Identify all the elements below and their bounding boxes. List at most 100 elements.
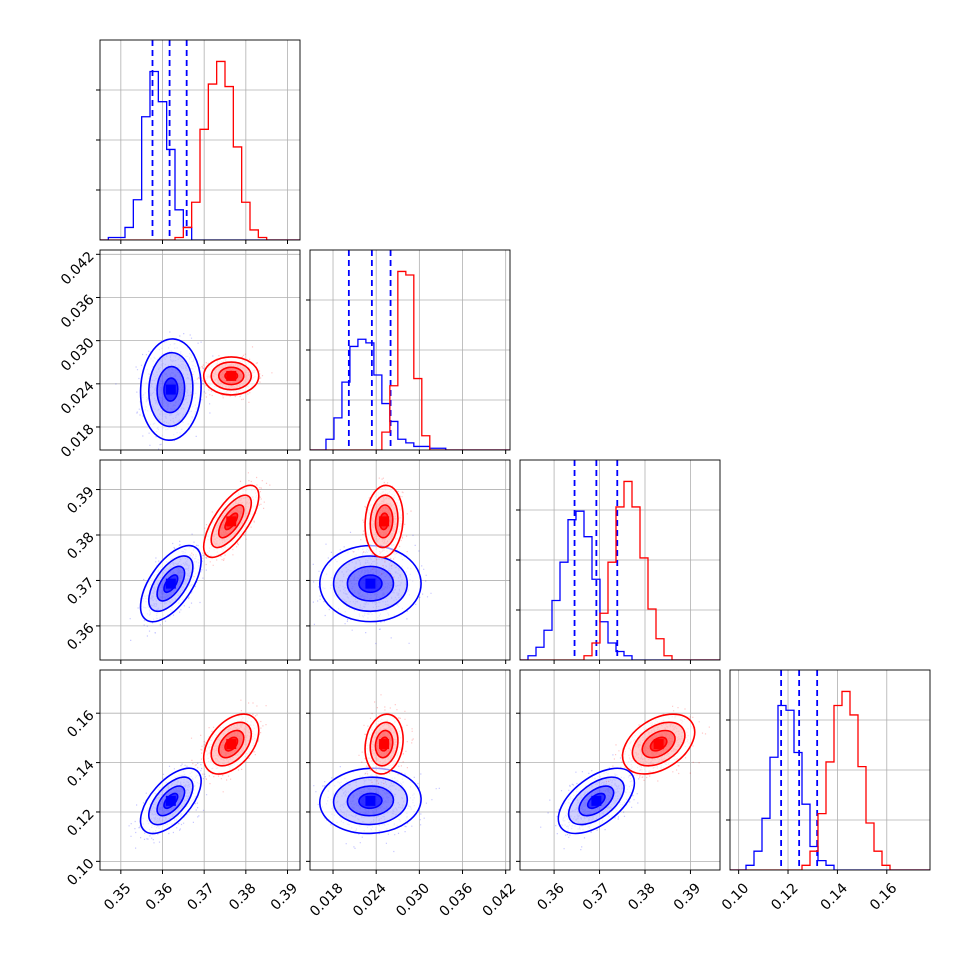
- x-tick-label: 0.36: [534, 880, 567, 913]
- contour-level-red: [364, 484, 404, 559]
- panel-frame: [309, 249, 511, 451]
- density-peak-red: [226, 516, 237, 527]
- panel-frame: [519, 459, 721, 661]
- density-peak-blue: [165, 384, 176, 395]
- panel-frame: [309, 459, 511, 661]
- panel-p2-p1: [306, 459, 511, 664]
- density-blue: [115, 331, 214, 450]
- y-tick-label: 0.16: [64, 707, 97, 740]
- panel-frame: [99, 249, 301, 451]
- panel-content: [100, 670, 300, 870]
- density-red: [191, 346, 273, 403]
- panel-frame: [519, 669, 721, 871]
- density-peak-red: [226, 739, 237, 750]
- panel-content: [100, 460, 300, 660]
- density-peak-red: [653, 739, 664, 750]
- x-tick-label: 0.39: [268, 880, 301, 913]
- density-peak-blue: [365, 795, 376, 806]
- density-peak-blue: [165, 578, 176, 589]
- panel-content: [520, 670, 720, 870]
- y-tick-label: 0.14: [64, 757, 97, 790]
- contour-level-blue: [139, 338, 202, 442]
- x-tick-label: 0.36: [143, 880, 176, 913]
- y-tick-label: 0.036: [58, 292, 98, 332]
- panel-p1-p1: [306, 249, 511, 454]
- y-tick-label: 0.030: [58, 335, 98, 375]
- density-blue: [129, 533, 212, 641]
- density-peak-red: [379, 739, 390, 750]
- contour-level-red: [202, 484, 260, 559]
- density-blue: [310, 531, 432, 645]
- histogram-red-p0: [100, 60, 300, 240]
- histogram-red-p2: [520, 480, 720, 660]
- contour-level-red: [202, 356, 260, 396]
- y-tick-label: 0.024: [58, 378, 98, 418]
- x-tick-label: 0.036: [436, 880, 476, 920]
- x-tick-label: 0.024: [350, 880, 390, 920]
- contour-level-red: [364, 713, 404, 775]
- density-blue: [313, 757, 440, 853]
- density-red: [358, 694, 414, 785]
- panel-content: [310, 250, 510, 450]
- x-tick-label: 0.018: [307, 880, 347, 920]
- density-red: [605, 705, 710, 783]
- panel-p2-p0: 0.36 0.37 0.38 0.39: [64, 459, 301, 664]
- panel-content: [310, 670, 510, 870]
- x-tick-label: 0.38: [226, 880, 259, 913]
- y-tick-label: 0.12: [64, 806, 97, 839]
- panel-content: [520, 460, 720, 660]
- x-tick-label: 0.16: [867, 880, 900, 913]
- x-tick-label: 0.12: [768, 880, 801, 913]
- x-tick-label: 0.35: [101, 880, 134, 913]
- density-peak-blue: [365, 578, 376, 589]
- y-tick-label: 0.38: [64, 529, 97, 562]
- histogram-red-p1: [310, 270, 510, 450]
- x-tick-label: 0.39: [671, 880, 704, 913]
- y-tick-label: 0.37: [64, 575, 97, 608]
- density-red: [352, 477, 412, 579]
- contour-level-blue: [557, 767, 636, 835]
- y-tick-label: 0.10: [64, 856, 97, 889]
- histogram-blue-p0: [100, 70, 300, 240]
- x-tick-label: 0.10: [719, 880, 752, 913]
- panel-p3-p1: 0.018 0.024 0.030 0.036 0.042: [306, 669, 520, 920]
- contour-level-blue: [139, 544, 202, 623]
- y-tick-label: 0.36: [64, 620, 97, 653]
- panel-p3-p3: 0.10 0.12 0.14 0.16: [719, 669, 931, 914]
- panel-content: [100, 250, 300, 450]
- panel-frame: [99, 669, 301, 871]
- panel-content: [730, 670, 930, 870]
- panel-frame: [99, 39, 301, 241]
- x-tick-label: 0.37: [580, 880, 613, 913]
- panel-frame: [729, 669, 931, 871]
- histogram-blue-p2: [520, 510, 720, 660]
- panel-frame: [309, 669, 511, 871]
- x-tick-label: 0.38: [625, 880, 658, 913]
- x-tick-label: 0.030: [393, 880, 433, 920]
- density-peak-red: [226, 370, 237, 381]
- contour-level-blue: [139, 767, 202, 835]
- density-peak-blue: [591, 795, 602, 806]
- density-blue: [540, 753, 654, 851]
- density-blue: [128, 762, 217, 849]
- contour-level-blue: [318, 767, 422, 835]
- panel-p0-p0: [96, 39, 301, 244]
- y-tick-label: 0.39: [64, 484, 97, 517]
- x-tick-label: 0.14: [818, 880, 851, 913]
- panel-p3-p2: 0.36 0.37 0.38 0.39: [516, 669, 721, 914]
- histogram-red-p3: [730, 690, 930, 870]
- density-peak-blue: [165, 795, 176, 806]
- density-peak-red: [379, 516, 390, 527]
- contour-level-red: [202, 713, 260, 775]
- panel-frame: [99, 459, 301, 661]
- contour-level-red: [621, 713, 696, 775]
- density-red: [191, 472, 271, 578]
- y-tick-label: 0.042: [58, 249, 98, 289]
- y-tick-label: 0.018: [58, 421, 98, 461]
- x-tick-label: 0.042: [480, 880, 520, 920]
- density-red: [190, 699, 267, 793]
- panel-p2-p2: [516, 459, 721, 664]
- panel-p3-p0: 0.10 0.12 0.14 0.16 0.35 0.36 0.37 0.38 0.39: [64, 669, 301, 914]
